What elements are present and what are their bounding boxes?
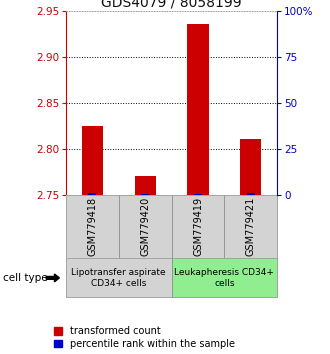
Text: cell type: cell type [3,273,48,283]
Bar [224,195,277,258]
Bar [172,258,277,297]
Text: Leukapheresis CD34+
cells: Leukapheresis CD34+ cells [175,268,274,287]
Bar [82,126,103,195]
Bar [194,194,202,195]
Bar [141,194,149,195]
Bar [66,258,172,297]
Bar [187,24,209,195]
Legend: transformed count, percentile rank within the sample: transformed count, percentile rank withi… [54,326,235,349]
Bar [172,195,224,258]
Text: GSM779420: GSM779420 [140,197,150,256]
Text: GSM779419: GSM779419 [193,197,203,256]
Bar [240,139,261,195]
Title: GDS4079 / 8058199: GDS4079 / 8058199 [101,0,242,10]
Bar [119,195,172,258]
Bar [88,193,96,195]
Text: GSM779421: GSM779421 [246,197,256,256]
Bar [247,193,255,195]
Bar [66,195,119,258]
Bar [135,176,156,195]
Text: GSM779418: GSM779418 [87,197,97,256]
Text: Lipotransfer aspirate
CD34+ cells: Lipotransfer aspirate CD34+ cells [72,268,166,287]
